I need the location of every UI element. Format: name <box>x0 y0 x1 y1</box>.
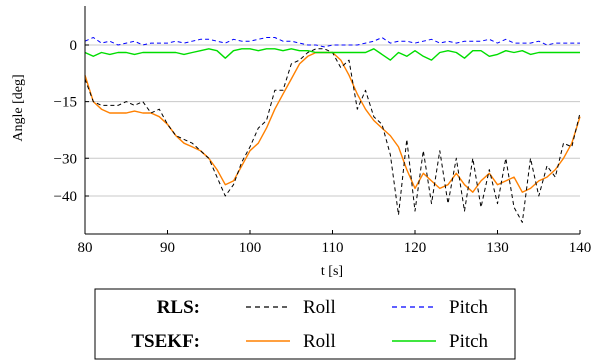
plot-series <box>84 37 581 223</box>
x-tick-label-5: 130 <box>486 240 509 256</box>
legend-label-tsekf-roll: Roll <box>303 331 336 352</box>
ticks: 80 90 100 110 120 130 140 0 −15 −30 −40 <box>54 38 592 256</box>
grid-lines <box>85 44 580 197</box>
series-rls-pitch <box>84 37 580 48</box>
x-tick-label-2: 100 <box>239 240 262 256</box>
legend-label-tsekf-pitch: Pitch <box>449 331 489 352</box>
y-tick-label-1: −15 <box>54 95 77 111</box>
y-axis-label: Angle [deg] <box>11 74 26 141</box>
legend-label-rls-roll: Roll <box>303 297 336 318</box>
legend-group-tsekf: TSEKF: <box>131 331 200 352</box>
legend-label-rls-pitch: Pitch <box>449 297 489 318</box>
legend-group-rls: RLS: <box>157 297 200 318</box>
x-tick-label-6: 140 <box>569 240 592 256</box>
y-tick-label-3: −40 <box>54 189 77 205</box>
x-axis-label: t [s] <box>321 264 343 279</box>
x-tick-label-0: 80 <box>78 240 93 256</box>
legend: RLS: Roll Pitch TSEKF: Roll Pitch <box>94 288 516 360</box>
x-tick-label-3: 110 <box>322 240 344 256</box>
x-tick-label-4: 120 <box>404 240 427 256</box>
y-tick-label-2: −30 <box>54 151 77 167</box>
series-tsekf-pitch <box>84 48 580 61</box>
y-tick-label-0: 0 <box>70 38 78 54</box>
series-tsekf-roll <box>84 51 581 193</box>
x-tick-label-1: 90 <box>160 240 175 256</box>
legend-box <box>94 288 516 360</box>
axes <box>84 6 580 235</box>
